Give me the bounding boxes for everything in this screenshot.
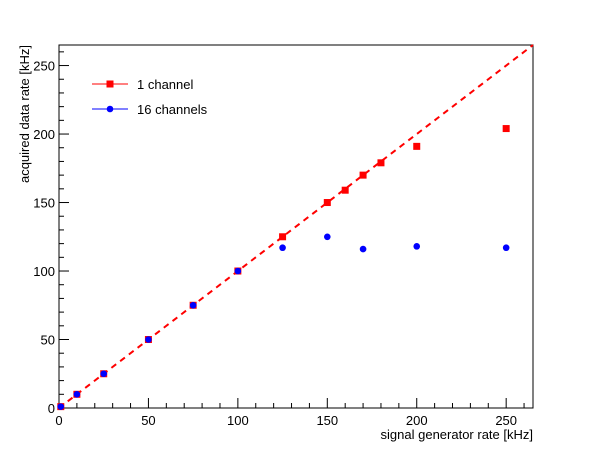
point-1-channel [359, 171, 367, 179]
legend: 1 channel 16 channels [92, 77, 208, 117]
reference-line-group [58, 44, 534, 409]
point-16-channels [279, 244, 286, 252]
y-tick-label: 200 [33, 127, 55, 142]
point-1-channel [323, 199, 331, 207]
point-16-channels [413, 243, 421, 250]
x-tick-label: 250 [495, 413, 517, 428]
legend-label: 16 channels [137, 102, 208, 117]
x-tick-label: 200 [406, 413, 428, 428]
point-1-channel [502, 125, 510, 133]
x-tick-label: 100 [227, 413, 249, 428]
point-16-channels [359, 245, 367, 253]
point-16-channels [145, 336, 152, 343]
legend-marker-square [106, 80, 114, 88]
point-16-channels [73, 391, 81, 398]
point-1-channel [279, 233, 287, 241]
x-tick-label: 50 [141, 413, 155, 428]
y-tick-label: 50 [41, 333, 55, 348]
reference-line [58, 44, 534, 409]
x-axis-title: signal generator rate [kHz] [381, 427, 533, 442]
point-16-channels [324, 233, 331, 241]
y-tick-label: 150 [33, 196, 55, 211]
point-16-channels [502, 244, 510, 252]
plot-frame [58, 44, 534, 409]
legend-label: 1 channel [137, 77, 193, 92]
point-16-channels [100, 370, 108, 378]
data-marks [57, 125, 510, 411]
y-tick-label: 100 [33, 264, 55, 279]
y-axis-title: acquired data rate [kHz] [17, 45, 32, 183]
y-tick-label: 0 [48, 401, 55, 416]
x-tick-label: 0 [55, 413, 62, 428]
point-16-channels [189, 301, 197, 309]
legend-marker-circle [106, 105, 114, 113]
axes: 0 50 100 150 200 250 0 50 100 150 200 250 [33, 51, 525, 428]
point-1-channel [377, 159, 385, 167]
point-16-channels [57, 403, 65, 410]
x-tick-label: 150 [316, 413, 338, 428]
point-1-channel [341, 186, 349, 194]
point-16-channels [234, 267, 242, 275]
y-tick-label: 250 [33, 59, 55, 74]
point-1-channel [413, 142, 421, 150]
